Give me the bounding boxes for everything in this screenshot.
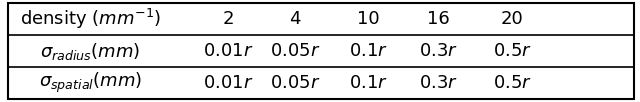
Text: $0.01r$: $0.01r$ [203,74,253,92]
Text: $0.05r$: $0.05r$ [270,74,320,92]
Text: $0.5r$: $0.5r$ [493,74,532,92]
Text: $0.3r$: $0.3r$ [419,42,458,60]
Text: 2: 2 [222,10,234,28]
Text: 20: 20 [501,10,524,28]
Text: $\sigma_{radius}(mm)$: $\sigma_{radius}(mm)$ [40,41,141,62]
Text: 10: 10 [357,10,380,28]
Text: $0.3r$: $0.3r$ [419,74,458,92]
Text: $0.1r$: $0.1r$ [349,42,388,60]
Text: 4: 4 [289,10,301,28]
Text: $0.5r$: $0.5r$ [493,42,532,60]
Text: $0.01r$: $0.01r$ [203,42,253,60]
Text: $0.1r$: $0.1r$ [349,74,388,92]
Text: $0.05r$: $0.05r$ [270,42,320,60]
Text: 16: 16 [428,10,450,28]
Text: $\sigma_{spatial}(mm)$: $\sigma_{spatial}(mm)$ [39,71,142,95]
Text: density $(mm^{-1})$: density $(mm^{-1})$ [20,7,161,31]
